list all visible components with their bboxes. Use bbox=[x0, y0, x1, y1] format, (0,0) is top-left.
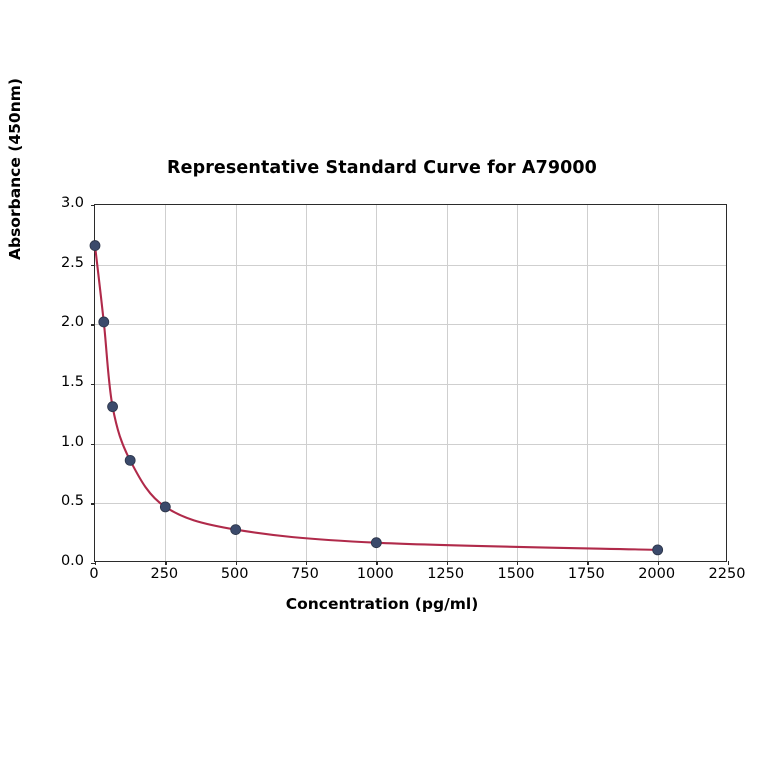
gridline-vertical bbox=[165, 205, 167, 561]
tick-mark-x bbox=[376, 561, 378, 565]
data-point-marker bbox=[98, 316, 110, 328]
y-axis-label: Absorbance (450nm) bbox=[6, 78, 24, 261]
x-tick-label: 1250 bbox=[427, 566, 465, 582]
gridline-horizontal bbox=[95, 443, 726, 445]
x-tick-label: 750 bbox=[291, 566, 319, 582]
gridline-vertical bbox=[657, 205, 659, 561]
tick-mark-x bbox=[235, 561, 237, 565]
tick-mark-x bbox=[446, 561, 448, 565]
y-tick-label: 2.0 bbox=[60, 314, 84, 331]
gridline-vertical bbox=[517, 205, 518, 561]
y-tick-label: 1.0 bbox=[60, 433, 84, 450]
gridline-horizontal bbox=[95, 324, 726, 326]
tick-mark-x bbox=[165, 561, 167, 565]
plot-area bbox=[89, 204, 730, 565]
tick-mark-y bbox=[91, 563, 95, 565]
gridline-horizontal bbox=[95, 503, 726, 505]
data-point-marker bbox=[89, 240, 101, 251]
y-tick-label: 0.0 bbox=[60, 553, 84, 569]
x-tick-label: 1500 bbox=[497, 566, 535, 582]
x-tick-label: 1750 bbox=[567, 566, 605, 582]
x-tick-label: 2000 bbox=[638, 566, 676, 582]
gridline-horizontal bbox=[95, 264, 726, 266]
tick-mark-x bbox=[657, 561, 659, 565]
x-tick-label: 500 bbox=[220, 566, 249, 582]
fit-curve-line bbox=[93, 244, 659, 551]
data-point-marker bbox=[159, 501, 171, 513]
x-tick-label: 0 bbox=[89, 566, 99, 582]
tick-mark-x bbox=[306, 561, 308, 565]
data-point-markers bbox=[89, 240, 664, 556]
x-tick-label: 2250 bbox=[708, 566, 746, 582]
gridline-horizontal bbox=[95, 384, 726, 385]
y-tick-label: 1.5 bbox=[60, 374, 84, 390]
tick-mark-x bbox=[587, 561, 589, 565]
curve-svg bbox=[89, 240, 664, 556]
tick-mark-y bbox=[91, 264, 95, 266]
y-tick-label: 2.5 bbox=[60, 254, 84, 271]
data-point-marker bbox=[107, 401, 118, 413]
x-tick-label: 1000 bbox=[356, 566, 394, 582]
data-point-marker bbox=[124, 454, 136, 466]
x-axis-label: Concentration (pg/ml) bbox=[285, 595, 479, 613]
y-tick-label: 0.5 bbox=[60, 493, 84, 510]
gridline-vertical bbox=[446, 205, 448, 561]
tick-mark-y bbox=[91, 503, 95, 505]
tick-mark-y bbox=[91, 443, 95, 445]
data-point-marker bbox=[370, 537, 382, 549]
gridline-vertical bbox=[235, 205, 237, 561]
tick-mark-y bbox=[91, 384, 95, 386]
tick-mark-y bbox=[91, 324, 95, 326]
gridline-vertical bbox=[587, 205, 589, 561]
tick-mark-x bbox=[728, 561, 730, 565]
x-tick-label: 250 bbox=[150, 566, 179, 582]
gridline-vertical bbox=[376, 205, 378, 561]
gridline-vertical bbox=[306, 205, 307, 561]
tick-mark-y bbox=[91, 205, 95, 207]
y-tick-label: 3.0 bbox=[60, 195, 84, 211]
tick-mark-x bbox=[95, 561, 97, 565]
tick-mark-x bbox=[517, 561, 519, 565]
chart-title: Representative Standard Curve for A79000 bbox=[167, 158, 597, 178]
data-point-marker bbox=[230, 524, 242, 535]
data-point-marker bbox=[652, 544, 664, 556]
